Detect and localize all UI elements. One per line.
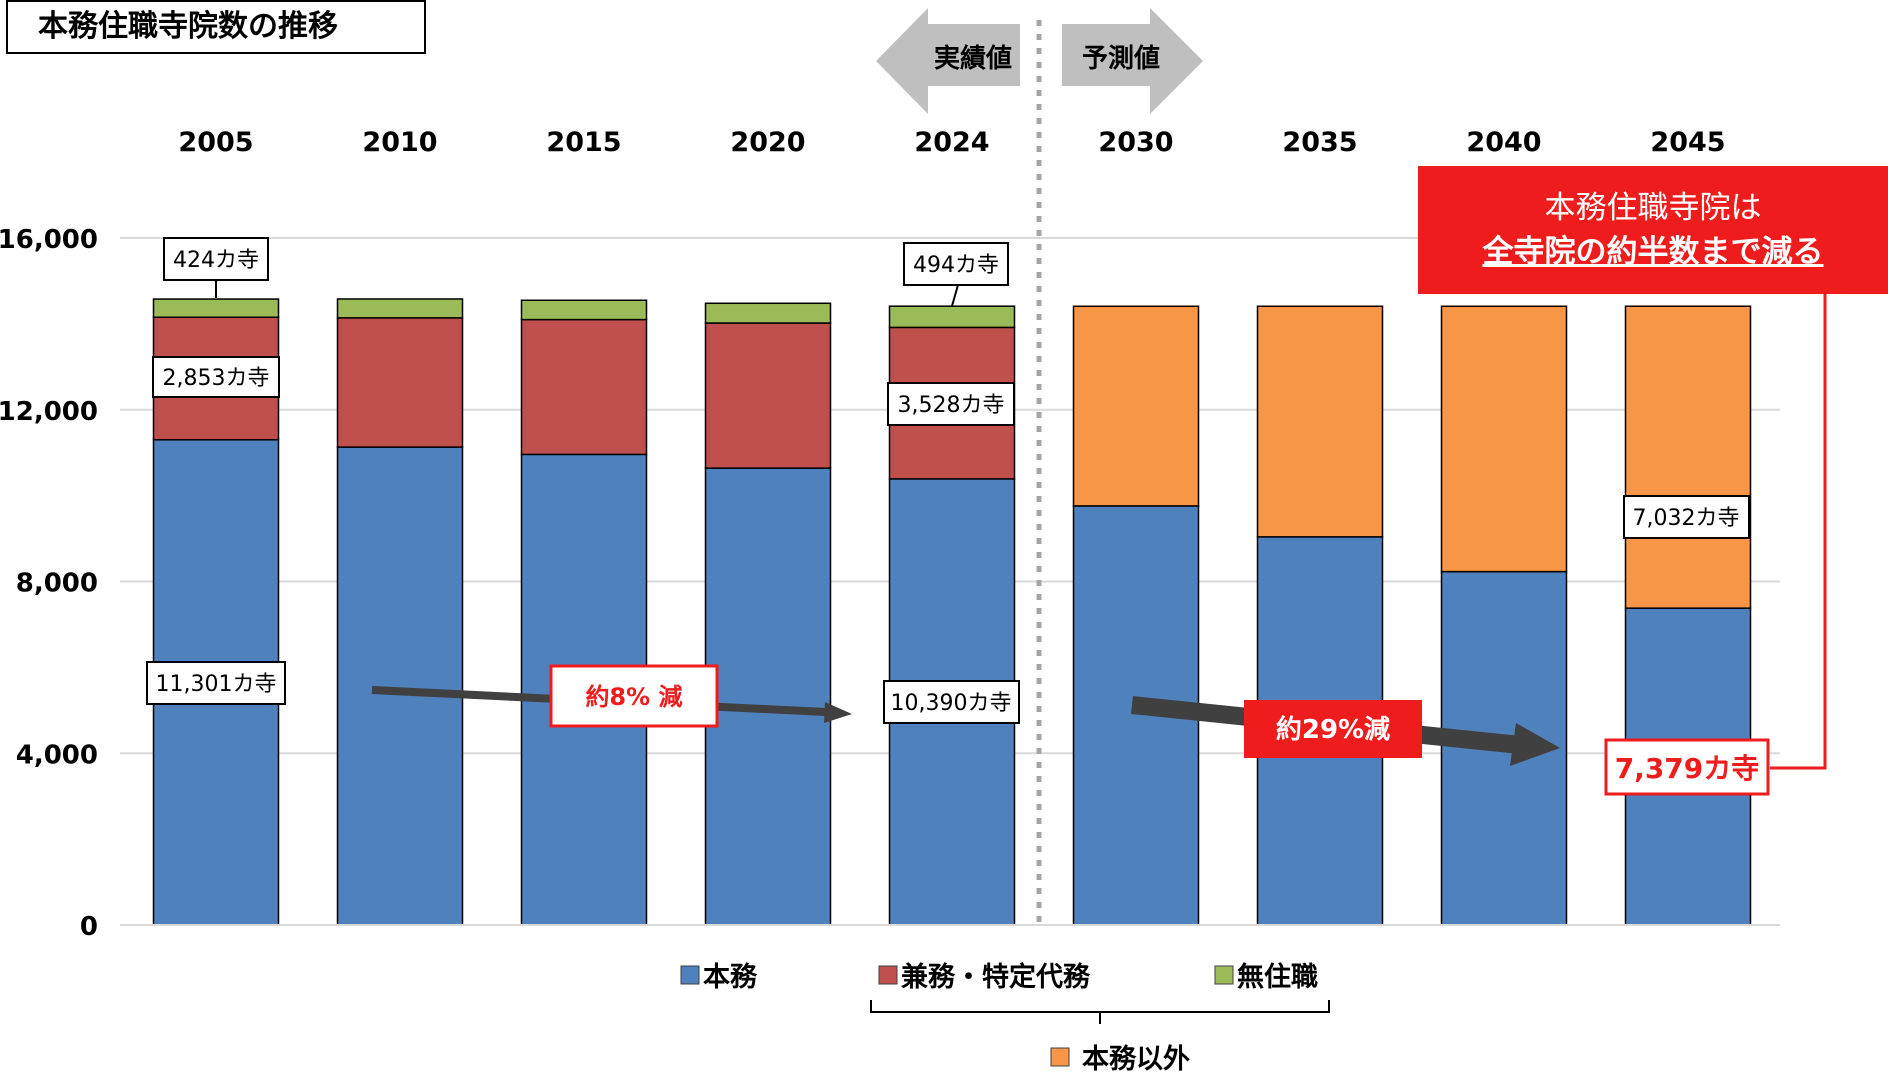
bar-segment-honmu-igai xyxy=(1072,305,1200,507)
bar-segment-mujushoku xyxy=(888,305,1016,329)
label-2853: 2,853カ寺 xyxy=(163,366,270,391)
chart-title: 本務住職寺院数の推移 xyxy=(6,0,426,54)
y-tick-label: 4,000 xyxy=(16,740,98,770)
legend-swatch-mujushoku xyxy=(1214,965,1234,985)
x-tick-label: 2020 xyxy=(730,127,805,158)
bar-segment-mujushoku xyxy=(704,302,832,324)
forecast-arrow xyxy=(1062,8,1203,114)
actual-arrow xyxy=(876,8,1020,114)
callout-line-2: 全寺院の約半数まで減る xyxy=(1482,234,1824,270)
legend-label-honmu: 本務 xyxy=(703,962,758,993)
callout-leader xyxy=(1770,294,1827,770)
trend-arrow-actual-head xyxy=(824,702,852,723)
x-tick-label: 2035 xyxy=(1282,127,1357,158)
legend-label-mujushoku: 無住職 xyxy=(1237,961,1318,993)
y-tick-labels: 0 4,000 8,000 12,000 16,000 xyxy=(0,225,98,942)
x-tick-label: 2010 xyxy=(362,127,437,158)
bar-segment-kenmu xyxy=(336,317,464,448)
box-3528 xyxy=(887,382,1015,426)
label-10390: 10,390カ寺 xyxy=(891,691,1012,716)
label-424: 424カ寺 xyxy=(173,248,259,273)
legend-swatch-honmu-igai xyxy=(1050,1047,1070,1067)
x-tick-labels: 2005 2010 2015 2020 2024 2030 2035 2040 2045 xyxy=(178,127,1725,158)
bar-segment-honmu-igai xyxy=(1256,305,1384,538)
y-tick-label: 16,000 xyxy=(0,225,98,255)
bar-segment-honmu-igai xyxy=(1440,305,1568,573)
x-tick-label: 2045 xyxy=(1650,127,1725,158)
bar-segment-mujushoku xyxy=(152,298,280,319)
box-11301 xyxy=(146,661,286,705)
box-7032 xyxy=(1623,495,1750,539)
bar-segment-honmu xyxy=(336,446,464,926)
bar-segment-mujushoku xyxy=(520,299,648,321)
legend-brace xyxy=(870,1000,1330,1024)
trend-arrow-forecast-head xyxy=(1510,723,1560,766)
decrease-forecast-box xyxy=(1244,700,1422,758)
bar-segment-honmu-igai xyxy=(1624,305,1752,609)
legend-label-honmu-igai: 本務以外 xyxy=(1082,1044,1190,1073)
forecast-label: 予測値 xyxy=(1082,44,1160,74)
decrease-actual-label: 約8% 減 xyxy=(585,683,682,711)
box-10390 xyxy=(883,680,1020,724)
y-tick-label: 8,000 xyxy=(16,569,98,599)
label-494: 494カ寺 xyxy=(913,253,999,278)
bar-segment-honmu xyxy=(704,467,832,926)
x-tick-label: 2015 xyxy=(546,127,621,158)
box-424 xyxy=(163,237,269,281)
x-tick-label: 2024 xyxy=(914,127,989,158)
box-7379 xyxy=(1604,738,1770,796)
decrease-forecast-label: 約29%減 xyxy=(1276,714,1390,745)
legend-swatch-honmu xyxy=(680,965,700,985)
bar-segment-kenmu xyxy=(704,322,832,469)
y-tick-label: 12,000 xyxy=(0,397,98,427)
label-7379: 7,379カ寺 xyxy=(1615,752,1760,785)
bar-segment-mujushoku xyxy=(336,298,464,319)
box-494 xyxy=(903,242,1009,286)
leader-494 xyxy=(951,284,959,307)
legend-label-kenmu: 兼務・特定代務 xyxy=(901,961,1091,993)
legend-swatch-kenmu xyxy=(878,965,898,985)
x-tick-label: 2040 xyxy=(1466,127,1541,158)
y-tick-label: 0 xyxy=(80,912,98,942)
bar-segment-kenmu xyxy=(520,318,648,456)
label-7032: 7,032カ寺 xyxy=(1633,506,1740,531)
label-11301: 11,301カ寺 xyxy=(156,672,277,697)
x-tick-label: 2005 xyxy=(178,127,253,158)
x-tick-label: 2030 xyxy=(1098,127,1173,158)
decrease-actual-box xyxy=(549,664,719,728)
callout-box: 本務住職寺院は 全寺院の約半数まで減る xyxy=(1418,166,1888,294)
label-3528: 3,528カ寺 xyxy=(898,393,1005,418)
callout-line-1: 本務住職寺院は xyxy=(1544,190,1762,226)
actual-label: 実績値 xyxy=(934,43,1012,74)
box-2853 xyxy=(152,356,280,398)
